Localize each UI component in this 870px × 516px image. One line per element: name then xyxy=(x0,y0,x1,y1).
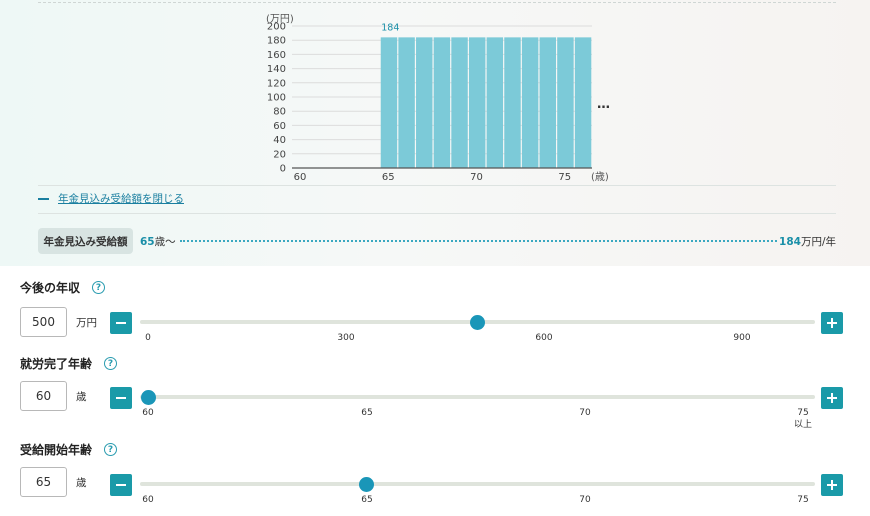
divider xyxy=(38,185,836,186)
income-decrement-button[interactable] xyxy=(110,312,132,334)
start-age-tick: 75 xyxy=(797,495,809,505)
estimate-amount: 184万円/年 xyxy=(779,234,836,249)
retire-age-section-label: 就労完了年齢 ? xyxy=(20,355,118,372)
retire-age-input[interactable] xyxy=(20,381,67,411)
minus-icon xyxy=(116,484,126,486)
bar xyxy=(433,37,451,168)
minus-icon xyxy=(116,397,126,399)
start-age-decrement-button[interactable] xyxy=(110,474,132,496)
more-ellipsis: … xyxy=(597,97,610,112)
start-age-section-label: 受給開始年齢 ? xyxy=(20,441,118,458)
y-tick-label: 120 xyxy=(267,78,286,89)
y-tick-label: 100 xyxy=(267,93,286,104)
retire-age-tick-suffix: 以上 xyxy=(793,420,813,430)
x-tick-label: 70 xyxy=(470,172,483,183)
retire-age-tick: 60 xyxy=(142,408,154,418)
y-tick-label: 200 xyxy=(267,22,286,33)
close-estimate-row[interactable]: 年金見込み受給額を閉じる xyxy=(38,191,184,206)
income-increment-button[interactable] xyxy=(821,312,843,334)
retire-age-increment-button[interactable] xyxy=(821,387,843,409)
y-tick-label: 160 xyxy=(267,50,286,61)
y-tick-label: 40 xyxy=(273,135,286,146)
start-age-tick: 65 xyxy=(361,495,373,505)
income-section-label: 今後の年収 ? xyxy=(20,279,106,296)
bar xyxy=(398,37,415,168)
start-age-value: 65 xyxy=(140,236,155,248)
start-age-input[interactable] xyxy=(20,467,67,497)
help-icon[interactable]: ? xyxy=(92,281,106,294)
retire-age-label: 就労完了年齢 xyxy=(20,357,93,371)
start-age-tick: 60 xyxy=(142,495,154,505)
bar xyxy=(539,37,557,168)
estimate-start-age: 65歳〜 xyxy=(140,234,176,249)
bar xyxy=(486,37,504,168)
bar xyxy=(574,37,592,168)
bar-series: 184 xyxy=(380,22,592,168)
start-age-increment-button[interactable] xyxy=(821,474,843,496)
retire-age-decrement-button[interactable] xyxy=(110,387,132,409)
x-tick-label: 60 xyxy=(294,172,307,183)
amount-value: 184 xyxy=(779,236,801,248)
retire-age-tick: 75 xyxy=(797,408,809,418)
retire-age-tick: 65 xyxy=(361,408,373,418)
y-tick-label: 0 xyxy=(280,164,286,175)
y-tick-label: 20 xyxy=(273,149,286,160)
minus-icon xyxy=(38,197,49,200)
y-tick-label: 140 xyxy=(267,64,286,75)
start-age-label: 受給開始年齢 xyxy=(20,443,93,457)
estimate-label: 年金見込み受給額 xyxy=(38,228,133,254)
divider xyxy=(38,213,836,214)
bar xyxy=(557,37,574,168)
close-estimate-link[interactable]: 年金見込み受給額を閉じる xyxy=(58,193,184,205)
amount-unit: 万円/年 xyxy=(800,236,836,248)
start-age-unit: 歳 xyxy=(76,477,87,489)
retire-age-tick: 70 xyxy=(579,408,591,418)
income-tick: 0 xyxy=(145,333,151,343)
start-age-tick: 70 xyxy=(579,495,591,505)
x-tick-label: 75 xyxy=(558,172,571,183)
income-slider-thumb[interactable] xyxy=(470,315,485,330)
y-tick-label: 60 xyxy=(273,121,286,132)
income-unit: 万円 xyxy=(76,317,97,329)
start-age-suffix: 歳〜 xyxy=(154,236,176,248)
minus-icon xyxy=(116,322,126,324)
bar xyxy=(468,37,486,168)
income-tick: 300 xyxy=(337,333,355,343)
start-age-slider-thumb[interactable] xyxy=(358,477,374,492)
help-icon[interactable]: ? xyxy=(104,357,118,370)
bar-value-label: 184 xyxy=(381,22,399,33)
bar xyxy=(521,37,539,168)
bar xyxy=(380,37,398,168)
retire-age-slider-track[interactable] xyxy=(140,395,815,399)
y-axis-unit-label: (万円) xyxy=(266,14,294,25)
x-tick-label: 65 xyxy=(382,172,395,183)
retire-age-unit: 歳 xyxy=(76,391,87,403)
dotted-leader xyxy=(180,240,777,242)
y-tick-label: 180 xyxy=(267,36,286,47)
help-icon[interactable]: ? xyxy=(104,443,118,456)
income-tick: 600 xyxy=(535,333,553,343)
retire-age-slider-thumb[interactable] xyxy=(140,390,156,405)
income-input[interactable] xyxy=(20,307,67,337)
plus-icon xyxy=(827,393,837,403)
start-age-slider-track[interactable] xyxy=(140,482,815,486)
pension-estimate-panel: (万円) 0 20 40 60 80 100 120 140 160 180 200 184 60 6… xyxy=(0,0,870,266)
bar xyxy=(451,37,468,168)
x-axis-unit-label: (歳) xyxy=(591,171,609,183)
plus-icon xyxy=(827,480,837,490)
plus-icon xyxy=(827,318,837,328)
bar xyxy=(504,37,521,168)
y-tick-label: 80 xyxy=(273,107,286,118)
income-tick: 900 xyxy=(733,333,751,343)
top-divider xyxy=(38,2,836,3)
x-axis: 60 65 70 75 xyxy=(292,167,592,183)
bar xyxy=(416,37,433,168)
income-label: 今後の年収 xyxy=(20,281,81,295)
